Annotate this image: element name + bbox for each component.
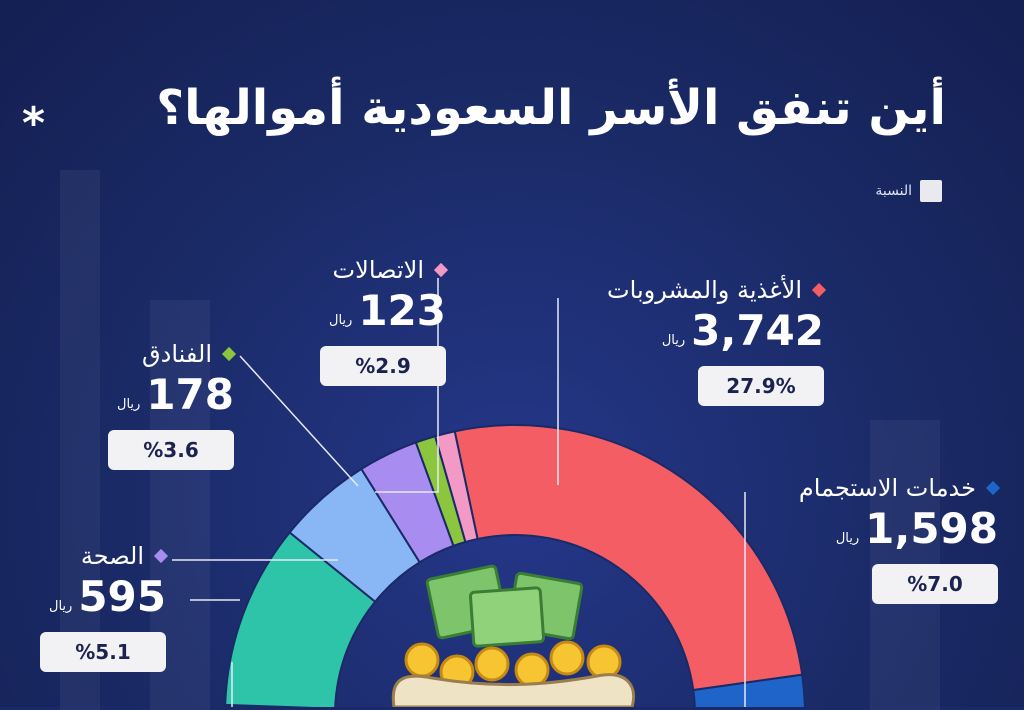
callout-hotels: الفنادق ريال 178 %3.6 [74,340,237,470]
percent-hotels: %3.6 [108,430,234,470]
marker-recreation [985,480,1001,496]
sack-icon [391,673,635,707]
label-hotels: الفنادق [142,340,212,368]
marker-food [811,282,827,298]
value-hotels: 178 [146,370,234,419]
percent-health: %5.1 [40,632,166,672]
banknote-stack-icon [425,564,584,648]
value-food: 3,742 [691,306,824,355]
skyline-building [60,170,100,710]
legend-label: النسبة [875,183,912,199]
percent-recreation: %7.0 [872,564,998,604]
unit-recreation: ريال [835,531,860,546]
callout-telecom: الاتصالات ريال 123 %2.9 [286,256,449,386]
legend: النسبة [875,180,942,202]
callout-food: الأغذية والمشروبات ريال 3,742 27.9% [594,276,827,406]
value-recreation: 1,598 [865,504,998,553]
page-title: أين تنفق الأسر السعودية أموالها؟ [156,80,946,136]
marker-health [153,548,169,564]
unit-food: ريال [661,333,686,348]
leader-hotels [239,355,359,487]
callout-health: الصحة ريال 595 %5.1 [26,542,169,672]
percent-telecom: %2.9 [320,346,446,386]
unit-health: ريال [49,599,73,614]
money-bag-illustration [391,564,635,707]
unit-telecom: ريال [329,313,353,328]
donut-arcs [224,424,806,707]
unit-hotels: ريال [117,397,141,412]
label-health: الصحة [80,542,144,570]
label-recreation: خدمات الاستجمام [798,474,976,502]
label-telecom: الاتصالات [332,256,424,284]
arc-other-teal [224,531,377,707]
leader-lines [172,278,746,707]
legend-swatch [920,180,942,202]
value-telecom: 123 [358,286,446,335]
marker-hotels [221,346,237,362]
value-health: 595 [78,572,166,621]
footnote-asterisk: * [22,98,46,149]
marker-telecom [433,262,449,278]
percent-food: 27.9% [698,366,824,406]
label-food: الأغذية والمشروبات [607,276,802,304]
callout-recreation: خدمات الاستجمام ريال 1,598 %7.0 [778,474,1001,604]
arc-food [453,424,804,692]
